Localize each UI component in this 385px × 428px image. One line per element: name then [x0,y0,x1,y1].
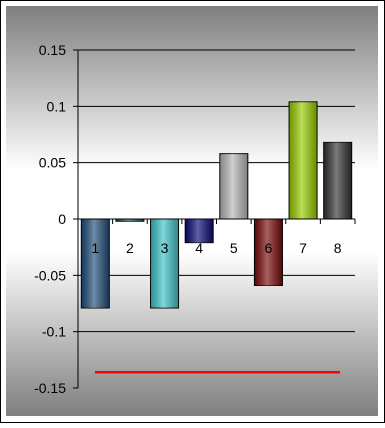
y-tick-label: 0 [58,211,66,227]
bar-shading [254,219,283,286]
bar-shading [150,219,179,309]
x-tick-label: 1 [91,240,99,256]
bar-shading [219,153,248,219]
y-tick-label: 0.05 [39,155,66,171]
x-tick-label: 3 [161,240,169,256]
x-axis: 1 2 3 4 5 6 7 8 [77,218,356,256]
y-tick-label: -0.1 [42,324,66,340]
x-tick-label: 8 [334,240,342,256]
bar-shading [323,142,352,219]
bar-shading [115,219,144,222]
bar-shading [289,101,318,219]
y-axis: 0.15 0.1 0.05 0 -0.05 -0.1 -0.15 [34,42,79,396]
bars [80,101,353,309]
x-tick-label: 2 [126,240,134,256]
bar-shading [81,219,110,309]
y-tick-label: 0.15 [39,42,66,58]
x-tick-label: 7 [299,240,307,256]
bar-shading [185,219,214,243]
x-tick-label: 4 [195,240,203,256]
x-tick-label: 5 [230,240,238,256]
y-tick-label: -0.05 [34,267,66,283]
x-tick-label: 6 [265,240,273,256]
y-tick-label: 0.1 [47,98,67,114]
y-tick-label: -0.15 [34,380,66,396]
